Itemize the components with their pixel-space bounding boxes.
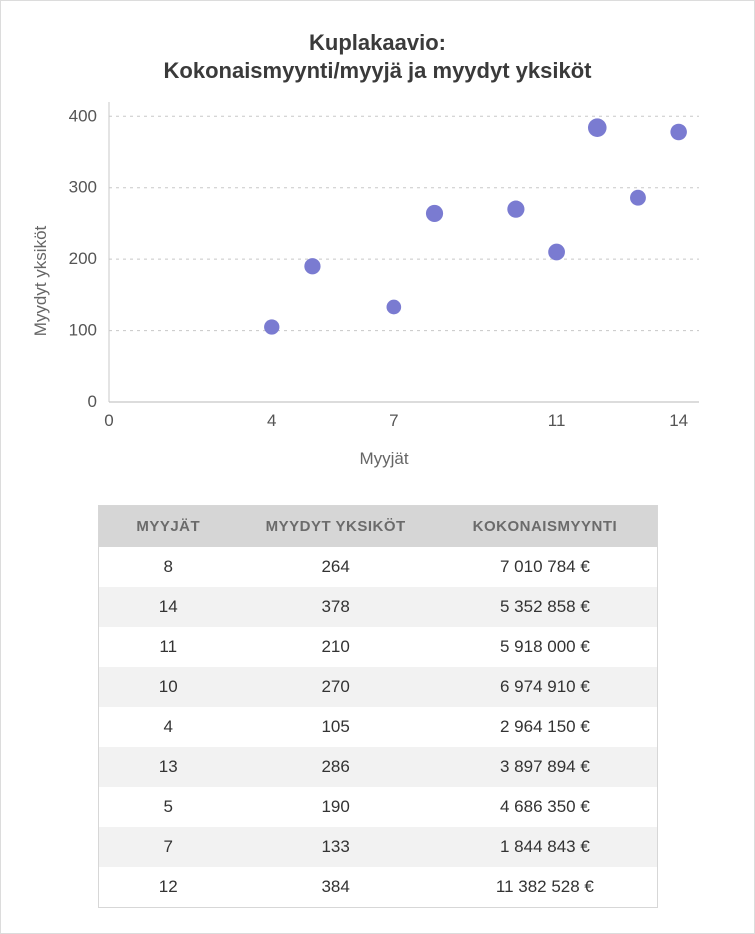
table-cell: 270 (238, 667, 433, 707)
y-tick-label: 0 (88, 392, 97, 411)
bubble-point (588, 118, 607, 137)
table-column-header: MYYJÄT (99, 506, 239, 547)
table-cell: 286 (238, 747, 433, 787)
table-cell: 12 (99, 867, 239, 907)
y-axis-label: Myydyt yksiköt (31, 225, 51, 336)
table-cell: 5 (99, 787, 239, 827)
bubble-point (630, 190, 646, 206)
table-cell: 5 918 000 € (433, 627, 656, 667)
y-tick-label: 100 (69, 321, 97, 340)
table-row: 112105 918 000 € (99, 627, 657, 667)
table-header-row: MYYJÄTMYYDYT YKSIKÖTKOKONAISMYYNTI (99, 506, 657, 547)
table-cell: 105 (238, 707, 433, 747)
bubble-point (387, 300, 402, 315)
y-tick-label: 400 (69, 106, 97, 125)
x-tick-label: 11 (548, 411, 566, 430)
y-tick-label: 300 (69, 178, 97, 197)
table-cell: 3 897 894 € (433, 747, 656, 787)
table-cell: 4 (99, 707, 239, 747)
table-cell: 7 010 784 € (433, 547, 656, 587)
table-row: 51904 686 350 € (99, 787, 657, 827)
table-cell: 5 352 858 € (433, 587, 656, 627)
table-row: 71331 844 843 € (99, 827, 657, 867)
bubble-point (426, 205, 443, 222)
table-body: 82647 010 784 €143785 352 858 €112105 91… (99, 547, 657, 907)
bubble-chart: Myydyt yksiköt 01002003004000471114 Myyj… (49, 92, 719, 469)
bubble-point (304, 258, 320, 274)
bubble-chart-svg: 0 100 200 300 400 0 4 7 11 14 (49, 92, 719, 438)
table-cell: 14 (99, 587, 239, 627)
table-cell: 378 (238, 587, 433, 627)
bubble-point (548, 244, 565, 261)
table-cell: 8 (99, 547, 239, 587)
table-head: MYYJÄTMYYDYT YKSIKÖTKOKONAISMYYNTI (99, 506, 657, 547)
table-cell: 10 (99, 667, 239, 707)
table-cell: 11 382 528 € (433, 867, 656, 907)
table-row: 82647 010 784 € (99, 547, 657, 587)
bubble-point (507, 201, 524, 218)
x-axis-label: Myyjät (49, 449, 719, 469)
table-cell: 11 (99, 627, 239, 667)
table-row: 102706 974 910 € (99, 667, 657, 707)
bubble-point (264, 319, 279, 334)
table-cell: 1 844 843 € (433, 827, 656, 867)
x-tick-label: 14 (669, 411, 688, 430)
sales-table: MYYJÄTMYYDYT YKSIKÖTKOKONAISMYYNTI 82647… (99, 506, 657, 907)
x-tick-label: 0 (104, 411, 113, 430)
table-cell: 2 964 150 € (433, 707, 656, 747)
table-cell: 13 (99, 747, 239, 787)
data-table: MYYJÄTMYYDYT YKSIKÖTKOKONAISMYYNTI 82647… (98, 505, 658, 908)
table-row: 132863 897 894 € (99, 747, 657, 787)
table-cell: 4 686 350 € (433, 787, 656, 827)
table-cell: 264 (238, 547, 433, 587)
table-cell: 384 (238, 867, 433, 907)
table-column-header: KOKONAISMYYNTI (433, 506, 656, 547)
table-column-header: MYYDYT YKSIKÖT (238, 506, 433, 547)
page: Kuplakaavio: Kokonaismyynti/myyjä ja myy… (0, 0, 755, 934)
table-cell: 7 (99, 827, 239, 867)
table-cell: 6 974 910 € (433, 667, 656, 707)
chart-title: Kuplakaavio: Kokonaismyynti/myyjä ja myy… (29, 29, 726, 84)
table-cell: 210 (238, 627, 433, 667)
table-row: 41052 964 150 € (99, 707, 657, 747)
x-tick-label: 7 (389, 411, 398, 430)
chart-title-line2: Kokonaismyynti/myyjä ja myydyt yksiköt (164, 58, 592, 83)
table-row: 1238411 382 528 € (99, 867, 657, 907)
bubble-point (670, 124, 687, 141)
chart-title-line1: Kuplakaavio: (309, 30, 446, 55)
x-tick-label: 4 (267, 411, 276, 430)
table-cell: 133 (238, 827, 433, 867)
y-tick-label: 200 (69, 249, 97, 268)
table-row: 143785 352 858 € (99, 587, 657, 627)
table-cell: 190 (238, 787, 433, 827)
